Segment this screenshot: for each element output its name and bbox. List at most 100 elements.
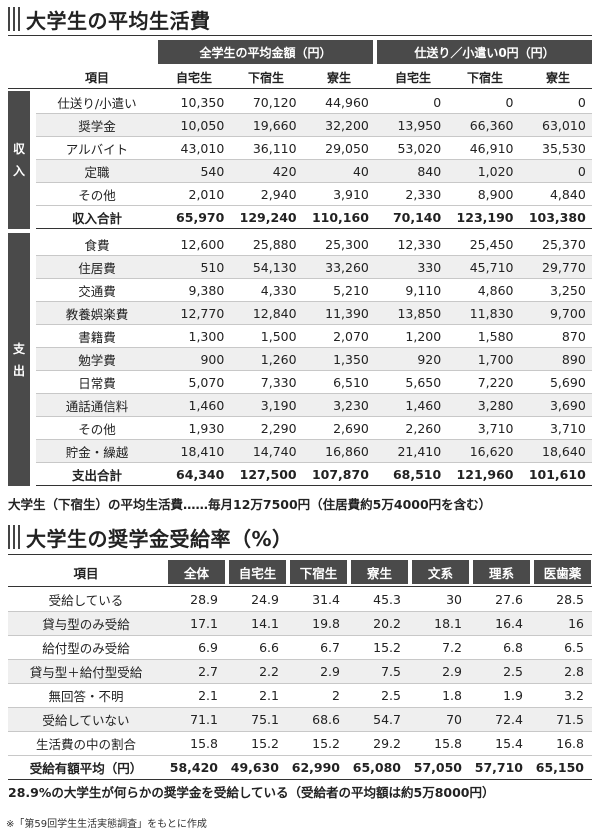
table-cell: 72.4 bbox=[495, 712, 523, 727]
row-label: 勉学費 bbox=[78, 352, 116, 368]
table-cell: 0 bbox=[577, 94, 586, 110]
table-cell: 110,160 bbox=[311, 209, 369, 225]
table-cell: 840 bbox=[417, 163, 442, 179]
table-cell: 30 bbox=[446, 592, 462, 607]
row-label: 受給している bbox=[48, 593, 124, 608]
table-cell: 12,600 bbox=[180, 236, 225, 252]
row-label: 給付型のみ受給 bbox=[42, 641, 130, 656]
row-label: 受給有額平均（円） bbox=[29, 761, 143, 776]
column-header: 医歯薬 bbox=[534, 560, 591, 584]
table-cell: 18,640 bbox=[542, 443, 586, 459]
column-header: 寮生 bbox=[326, 70, 351, 85]
expense-side-label: 支出 bbox=[8, 233, 30, 486]
table-cell: 4,330 bbox=[260, 282, 297, 298]
table-cell: 5,070 bbox=[188, 374, 225, 390]
table-row: 通話通信料 1,460 3,190 3,230 1,460 3,280 3,690 bbox=[36, 394, 592, 417]
table-row: 住居費 510 54,130 33,260 330 45,710 29,770 bbox=[36, 256, 592, 279]
table-cell: 1,930 bbox=[188, 420, 225, 436]
table-cell: 330 bbox=[417, 259, 442, 275]
table-cell: 19,660 bbox=[252, 117, 297, 133]
table-cell: 14.1 bbox=[251, 616, 279, 631]
title-bars-icon bbox=[8, 7, 20, 31]
table-row: 教養娯楽費 12,770 12,840 11,390 13,850 11,830 9,700 bbox=[36, 302, 592, 325]
column-header: 自宅生 bbox=[229, 560, 286, 584]
table-cell: 10,050 bbox=[180, 117, 225, 133]
table-cell: 8,900 bbox=[477, 186, 514, 202]
table-cell: 29,050 bbox=[325, 140, 369, 156]
column-header: 下宿生 bbox=[466, 70, 503, 85]
income-side-label: 収入 bbox=[8, 91, 30, 229]
table-cell: 9,110 bbox=[405, 282, 442, 298]
table-cell: 70 bbox=[446, 712, 462, 727]
table-cell: 1.9 bbox=[503, 688, 523, 703]
column-header: 自宅生 bbox=[175, 70, 212, 85]
table-cell: 36,110 bbox=[252, 140, 297, 156]
table-cell: 15.8 bbox=[190, 736, 218, 751]
table-cell: 900 bbox=[200, 351, 225, 367]
scholarship-summary: 28.9%の大学生が何らかの奨学金を受給している（受給者の平均額は約5万8000… bbox=[8, 785, 495, 800]
table-cell: 7.2 bbox=[442, 640, 462, 655]
table-cell: 3,280 bbox=[477, 397, 514, 413]
table-cell: 40 bbox=[352, 163, 369, 179]
table-row: 受給している 28.9 24.9 31.4 45.3 30 27.6 28.5 bbox=[8, 588, 592, 612]
table-cell: 15.4 bbox=[495, 736, 523, 751]
table-cell: 5,650 bbox=[405, 374, 442, 390]
table-cell: 1,460 bbox=[405, 397, 442, 413]
column-header: 下宿生 bbox=[247, 70, 284, 85]
table-cell: 64,340 bbox=[176, 466, 225, 482]
table-cell: 3,230 bbox=[333, 397, 369, 413]
table-cell: 6.9 bbox=[198, 640, 218, 655]
table-cell: 121,960 bbox=[456, 466, 514, 482]
living-cost-table: 全学生の平均金額（円） 仕送り／小遣い0円（円） 項目 自宅生 下宿生 寮生 自宅生 下… bbox=[8, 40, 592, 490]
table-cell: 2.2 bbox=[259, 664, 279, 679]
table-cell: 123,190 bbox=[456, 209, 514, 225]
table-cell: 15.2 bbox=[312, 736, 340, 751]
table-cell: 2.9 bbox=[442, 664, 462, 679]
table-cell: 2,690 bbox=[333, 420, 369, 436]
table-cell: 127,500 bbox=[239, 466, 297, 482]
table-cell: 7.5 bbox=[381, 664, 401, 679]
table-cell: 5,690 bbox=[549, 374, 586, 390]
table-row: 交通費 9,380 4,330 5,210 9,110 4,860 3,250 bbox=[36, 279, 592, 302]
table-cell: 2 bbox=[332, 688, 340, 703]
table-cell: 49,630 bbox=[230, 760, 279, 775]
table-cell: 25,450 bbox=[469, 236, 514, 252]
table-cell: 7,220 bbox=[477, 374, 514, 390]
column-header: 理系 bbox=[473, 560, 530, 584]
table-cell: 70,140 bbox=[392, 209, 442, 225]
table-cell: 27.6 bbox=[495, 592, 523, 607]
table-cell: 65,970 bbox=[176, 209, 225, 225]
header-rule bbox=[8, 88, 592, 89]
row-label: その他 bbox=[78, 187, 116, 203]
table-cell: 3,910 bbox=[333, 186, 369, 202]
source-footnote: ※「第59回学生生活実態調査」をもとに作成 bbox=[6, 819, 207, 830]
table-cell: 35,530 bbox=[542, 140, 586, 156]
living-cost-summary: 大学生（下宿生）の平均生活費……毎月12万7500円（住居費約5万4000円を含… bbox=[8, 497, 492, 512]
row-label: 通話通信料 bbox=[65, 398, 129, 414]
row-label: 無回答・不明 bbox=[48, 689, 124, 704]
table-cell: 420 bbox=[272, 163, 297, 179]
table-cell: 103,380 bbox=[528, 209, 586, 225]
table-cell: 3.2 bbox=[564, 688, 584, 703]
table-cell: 6.7 bbox=[320, 640, 340, 655]
table-cell: 1,580 bbox=[477, 328, 514, 344]
column-header: 文系 bbox=[412, 560, 469, 584]
title-rule bbox=[8, 554, 592, 555]
table-row: 日常費 5,070 7,330 6,510 5,650 7,220 5,690 bbox=[36, 371, 592, 394]
table-row: 奨学金 10,050 19,660 32,200 13,950 66,360 63,010 bbox=[36, 114, 592, 137]
row-label: 書籍費 bbox=[78, 329, 116, 345]
table-row: 勉学費 900 1,260 1,350 920 1,700 890 bbox=[36, 348, 592, 371]
table-cell: 25,300 bbox=[325, 236, 369, 252]
table-cell: 29,770 bbox=[542, 259, 586, 275]
section1-title: 大学生の平均生活費 bbox=[8, 4, 211, 34]
total-row: 支出合計 64,340 127,500 107,870 68,510 121,960 101… bbox=[36, 463, 592, 486]
table-cell: 10,350 bbox=[180, 94, 225, 110]
table-cell: 2,010 bbox=[188, 186, 225, 202]
table-cell: 66,360 bbox=[469, 117, 514, 133]
table-cell: 2,260 bbox=[405, 420, 442, 436]
table-cell: 24.9 bbox=[251, 592, 279, 607]
section2-title: 大学生の奨学金受給率（%） bbox=[8, 522, 293, 552]
table-cell: 25,370 bbox=[542, 236, 586, 252]
row-label: その他 bbox=[78, 421, 116, 437]
table-cell: 2.9 bbox=[320, 664, 340, 679]
